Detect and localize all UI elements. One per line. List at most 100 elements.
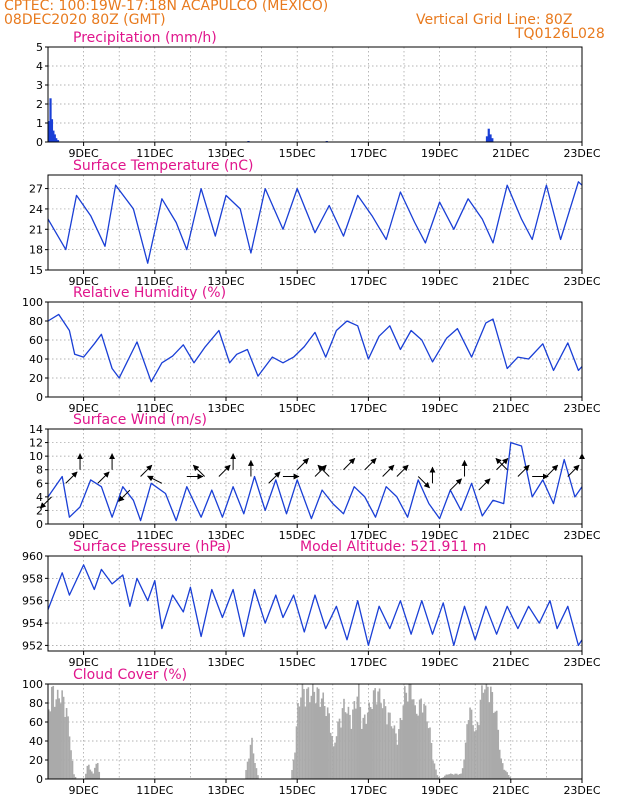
cloud-bar	[91, 771, 93, 779]
cloud-bar	[484, 689, 486, 779]
cloud-bar	[89, 769, 92, 779]
y-tick-label: 20	[29, 372, 43, 385]
cloud-bar	[300, 697, 302, 779]
x-tick-label: 17DEC	[350, 784, 387, 797]
y-tick-label: 80	[29, 697, 43, 710]
wind-arrow	[140, 464, 153, 477]
y-tick-label: 14	[29, 423, 43, 436]
cloud-bar	[71, 760, 74, 779]
cloud-bar	[291, 769, 293, 779]
cloud-bar	[473, 731, 476, 779]
y-tick-label: 12	[29, 437, 43, 450]
wind-arrow	[296, 457, 309, 471]
cloud-bar	[70, 750, 72, 779]
cloud-bar	[337, 721, 339, 779]
cloud-bar	[412, 699, 415, 779]
cloud-bar	[506, 772, 508, 779]
y-tick-label: 960	[22, 550, 43, 563]
y-tick-label: 954	[22, 617, 43, 630]
cloud-bar	[64, 716, 66, 779]
x-tick-label: 9DEC	[69, 784, 99, 797]
cloud-bar	[346, 713, 348, 779]
model-code: TQ0126L028	[515, 26, 605, 42]
cloud-bar	[319, 706, 322, 779]
cloud-bar	[380, 703, 382, 779]
x-tick-label: 23DEC	[563, 275, 600, 288]
x-tick-label: 11DEC	[136, 784, 173, 797]
cloud-bar	[384, 706, 387, 779]
y-tick-label: 20	[29, 754, 43, 767]
wind-arrow	[317, 464, 330, 477]
cloud-bar	[399, 717, 402, 779]
wind-arrow	[268, 471, 281, 484]
cloud-bar	[329, 732, 332, 779]
x-tick-label: 21DEC	[492, 784, 529, 797]
y-tick-label: 15	[29, 264, 43, 277]
cloud-frame	[47, 683, 583, 780]
precip-bar	[56, 140, 60, 142]
cloud-bar	[92, 773, 95, 779]
cloud-bar	[396, 744, 399, 779]
cloud-bar	[53, 706, 56, 779]
x-tick-label: 23DEC	[563, 656, 600, 669]
cloud-bar	[487, 686, 489, 779]
cloud-bar	[497, 729, 500, 779]
cloud-bar	[383, 699, 385, 779]
cloud-bar	[406, 701, 409, 779]
wind-arrow	[417, 476, 430, 489]
temp-title: Surface Temperature (nC)	[73, 158, 254, 174]
cloud-bar	[341, 708, 344, 779]
cloud-bar	[362, 717, 365, 779]
cloud-bar	[467, 720, 470, 779]
x-tick-label: 13DEC	[207, 656, 244, 669]
cloud-bar	[417, 715, 419, 779]
wind-arrow	[314, 464, 327, 477]
rh-frame	[47, 301, 583, 398]
wind-arrow	[192, 464, 205, 477]
cloud-bar	[251, 737, 253, 779]
precip-bar	[49, 98, 52, 142]
cloud-bar	[343, 698, 345, 779]
cloud-bar	[500, 758, 503, 779]
cloud-bar	[292, 759, 295, 779]
cloud-bar	[325, 716, 327, 779]
x-tick-label: 13DEC	[207, 529, 244, 542]
cloud-bar	[485, 684, 488, 779]
wind-series-line	[47, 441, 583, 522]
cloud-bar	[338, 718, 341, 779]
y-tick-label: 24	[29, 203, 43, 216]
cloud-bar	[426, 721, 428, 779]
cloud-bar	[359, 706, 362, 779]
cloud-bar	[61, 690, 63, 779]
cloud-bar	[315, 703, 317, 779]
grid-note: Vertical Grid Line: 80Z	[416, 12, 573, 28]
cloud-bar	[429, 727, 431, 779]
cloud-bar	[371, 709, 373, 779]
cloud-bar	[366, 712, 369, 779]
cloud-bar	[349, 714, 351, 779]
cloud-bar	[408, 684, 411, 779]
press-panel: 952 954 956 958 960 9DEC 11DEC 13DEC 15DEC 17DEC 1…	[22, 539, 601, 669]
cloud-bar	[298, 706, 301, 779]
x-tick-label: 11DEC	[136, 275, 173, 288]
x-tick-label: 13DEC	[207, 147, 244, 160]
x-tick-label: 21DEC	[492, 529, 529, 542]
x-tick-label: 19DEC	[421, 784, 458, 797]
y-tick-label: 40	[29, 735, 43, 748]
y-tick-label: 18	[29, 244, 43, 257]
x-tick-label: 9DEC	[69, 529, 99, 542]
x-tick-label: 11DEC	[136, 656, 173, 669]
x-tick-label: 19DEC	[421, 529, 458, 542]
cloud-bar	[306, 688, 308, 779]
y-tick-label: 10	[29, 450, 43, 463]
cloud-bar	[435, 769, 437, 779]
cloud-bar	[495, 710, 498, 779]
cloud-bar	[433, 763, 436, 779]
cloud-bar	[445, 774, 448, 779]
y-tick-label: 40	[29, 353, 43, 366]
cloud-bar	[358, 684, 360, 779]
cloud-bar	[423, 703, 425, 779]
wind-arrow	[364, 457, 377, 471]
cloud-bar	[389, 712, 391, 779]
y-tick-label: 60	[29, 716, 43, 729]
